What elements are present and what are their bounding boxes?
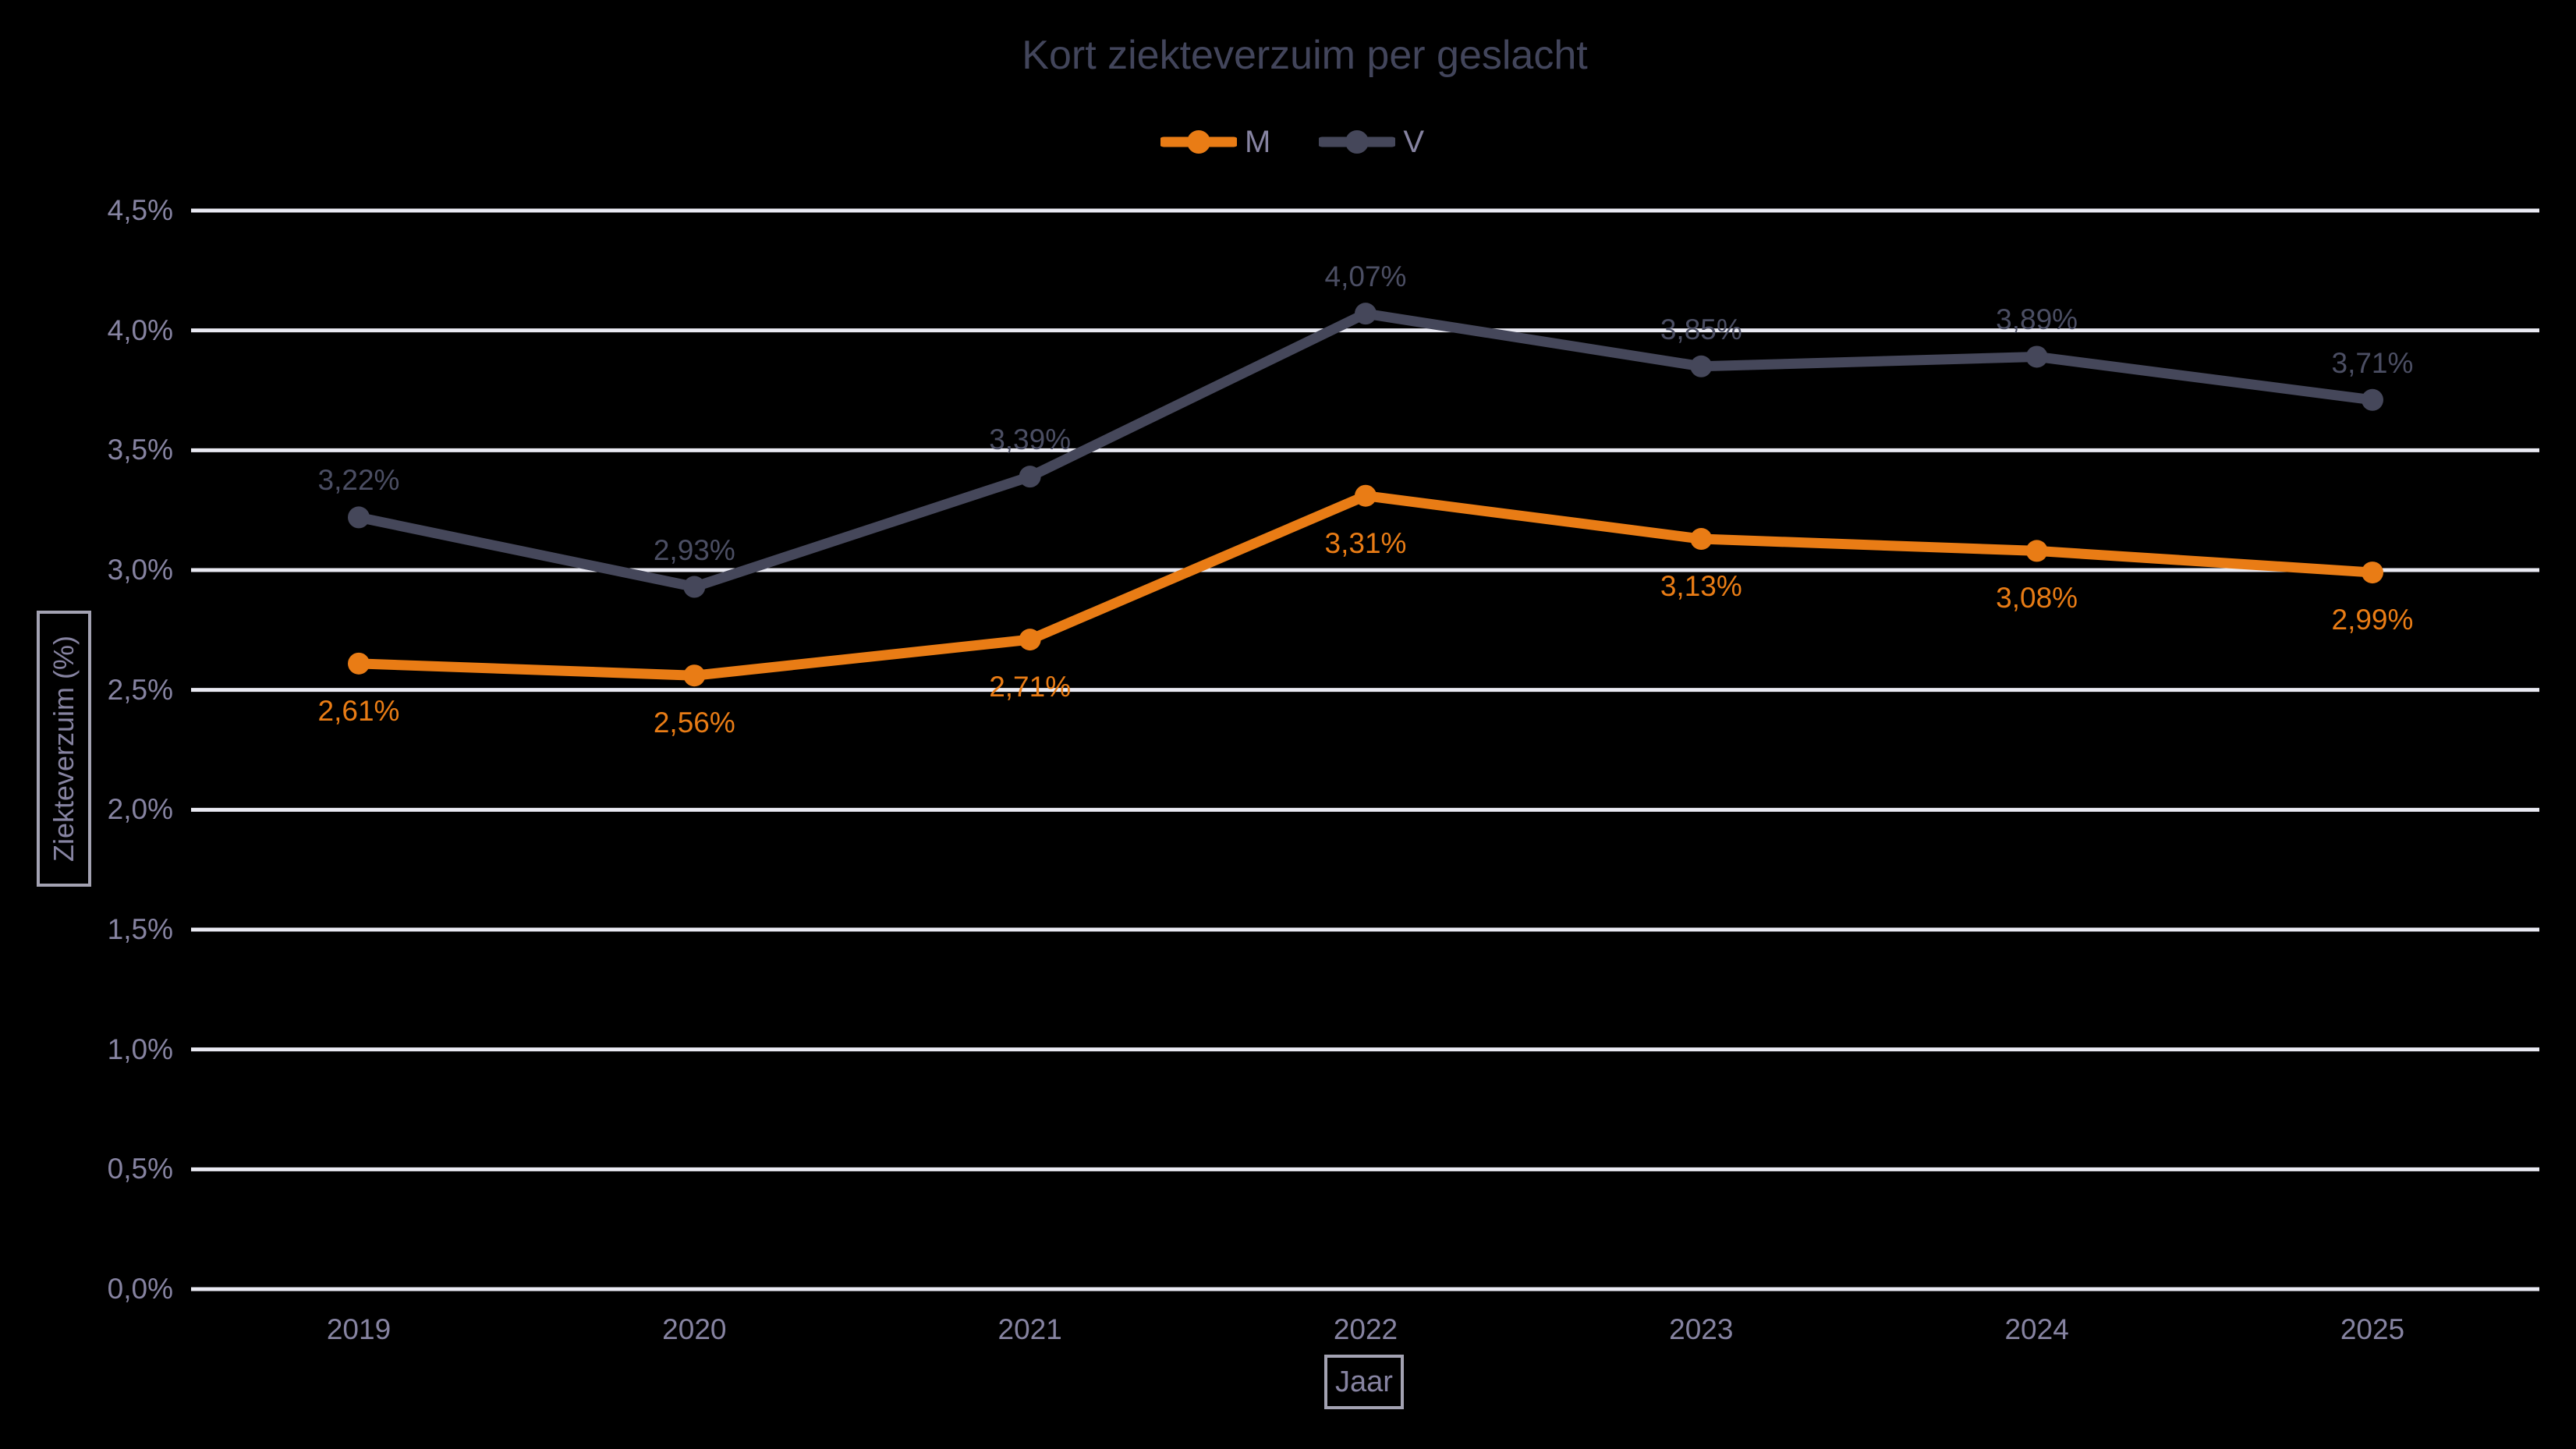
series-M-marker-2022[interactable]: [1354, 484, 1377, 507]
series-M-marker-2024[interactable]: [2025, 540, 2048, 562]
data-label-M-2020: 2,56%: [653, 707, 735, 739]
data-label-M-2021: 2,71%: [989, 671, 1072, 703]
data-label-M-2022: 3,31%: [1324, 526, 1407, 559]
series-V-marker-2021[interactable]: [1019, 466, 1041, 488]
data-label-M-2023: 3,13%: [1660, 570, 1742, 603]
series-M-marker-2019[interactable]: [348, 652, 370, 675]
y-axis-title: Ziekteverzuim (%): [48, 635, 80, 863]
series-V-marker-2022[interactable]: [1354, 303, 1377, 325]
x-tick-label: 2019: [326, 1313, 392, 1345]
series-V-marker-2025[interactable]: [2361, 388, 2383, 411]
data-label-V-2022: 4,07%: [1324, 260, 1407, 293]
y-tick-label: 1,0%: [107, 1033, 173, 1065]
legend-line-v-icon: [1319, 130, 1396, 154]
y-tick-label: 0,0%: [107, 1273, 173, 1305]
y-tick-label: 3,0%: [107, 554, 173, 586]
y-tick-label: 1,5%: [107, 913, 173, 945]
data-label-V-2020: 2,93%: [653, 533, 735, 566]
data-label-M-2024: 3,08%: [1996, 582, 2078, 615]
chart-title: Kort ziekteverzuim per geslacht: [1022, 33, 1588, 78]
x-tick-label: 2022: [1333, 1313, 1398, 1345]
x-tick-label: 2020: [662, 1313, 727, 1345]
legend-line-m-icon: [1160, 130, 1237, 154]
series-M-marker-2021[interactable]: [1019, 629, 1041, 651]
legend-item-v[interactable]: V: [1319, 125, 1424, 159]
series-M-marker-2025[interactable]: [2361, 562, 2383, 584]
legend-label-m: M: [1244, 125, 1271, 159]
x-tick-label: 2021: [997, 1313, 1062, 1345]
y-tick-label: 0,5%: [107, 1153, 173, 1185]
series-M-marker-2023[interactable]: [1690, 528, 1713, 551]
data-label-M-2025: 2,99%: [2331, 604, 2414, 636]
x-tick-label: 2025: [2340, 1313, 2405, 1345]
series-V-marker-2023[interactable]: [1690, 355, 1713, 377]
y-tick-label: 3,5%: [107, 434, 173, 466]
x-axis-title: Jaar: [1335, 1365, 1393, 1398]
legend-item-m[interactable]: M: [1160, 125, 1270, 159]
y-tick-label: 4,0%: [107, 314, 173, 346]
y-tick-label: 2,0%: [107, 793, 173, 826]
series-V-marker-2019[interactable]: [348, 506, 370, 529]
data-label-V-2021: 3,39%: [989, 423, 1072, 456]
data-label-M-2019: 2,61%: [317, 694, 400, 727]
legend-label-v: V: [1403, 125, 1425, 159]
data-label-V-2025: 3,71%: [2331, 346, 2414, 379]
legend: M V: [1160, 125, 1424, 159]
series-M-marker-2020[interactable]: [683, 664, 706, 687]
y-tick-label: 2,5%: [107, 673, 173, 706]
y-axis-title-box: Ziekteverzuim (%): [37, 611, 91, 887]
data-label-V-2023: 3,85%: [1660, 313, 1742, 345]
x-tick-label: 2023: [1669, 1313, 1734, 1345]
x-tick-label: 2024: [2004, 1313, 2069, 1345]
data-label-V-2024: 3,89%: [1996, 303, 2078, 336]
x-axis-title-box: Jaar: [1324, 1355, 1404, 1409]
series-V-marker-2020[interactable]: [683, 576, 706, 598]
series-V-marker-2024[interactable]: [2025, 345, 2048, 368]
y-tick-label: 4,5%: [107, 194, 173, 226]
data-label-V-2019: 3,22%: [317, 464, 400, 497]
